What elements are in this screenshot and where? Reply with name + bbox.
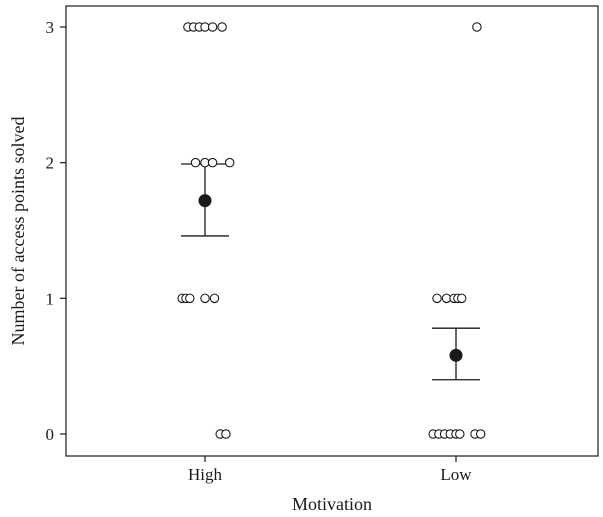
x-tick-label-high: High [188,465,223,484]
data-point-low [475,429,486,439]
error-bars [181,163,480,381]
mean-point-low [449,348,463,362]
data-point-high [190,157,201,168]
data-point-high [207,157,218,168]
data-point-low [472,22,482,32]
data-point-high [209,293,220,304]
data-point-high [221,429,231,439]
data-point-high [185,293,195,304]
x-tick-label-low: Low [440,465,472,484]
x-axis-label: Motivation [292,494,372,514]
y-tick-label: 0 [46,425,55,444]
data-point-high [217,22,227,32]
y-tick-label: 2 [46,154,55,173]
y-tick-label: 1 [46,289,55,308]
data-point-low [455,429,465,439]
data-point-high [224,157,235,168]
data-point-low [432,293,442,304]
y-axis-ticks: 0 1 2 3 [46,18,66,444]
mean-point-high [198,194,212,208]
data-point-high [200,293,210,304]
plot-frame [65,5,599,457]
data-point-low [456,293,467,304]
y-tick-label: 3 [46,18,55,37]
mean-markers [198,194,463,362]
y-axis-label: Number of access points solved [8,117,28,346]
data-points [177,22,486,439]
x-axis-ticks: High Low [188,456,472,484]
data-point-high [207,22,218,32]
